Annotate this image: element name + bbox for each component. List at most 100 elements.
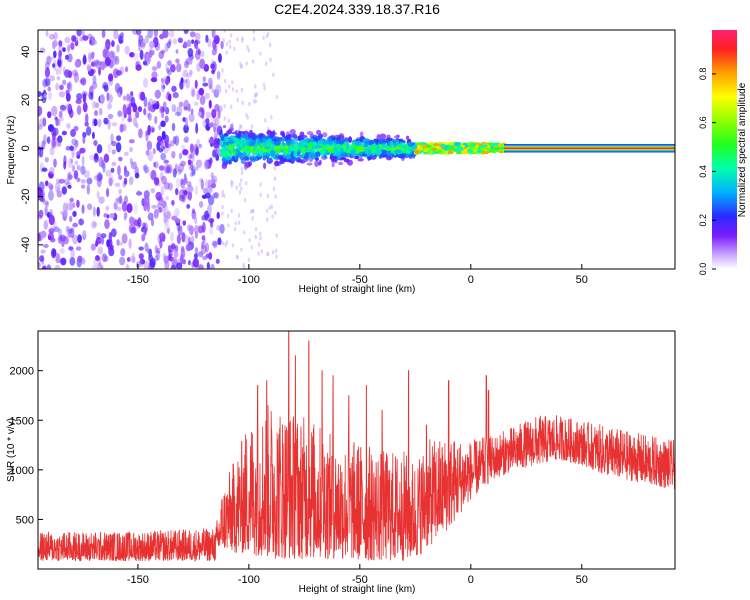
heatmap-cell bbox=[167, 182, 173, 191]
heatmap-cell bbox=[52, 40, 58, 48]
heatmap-cell bbox=[52, 63, 56, 68]
heatmap-cell bbox=[322, 132, 328, 138]
heatmap-cell bbox=[395, 139, 400, 146]
heatmap-cell bbox=[59, 84, 64, 91]
heatmap-cell bbox=[276, 147, 281, 155]
heatmap-cell bbox=[160, 175, 167, 185]
heatmap-cell bbox=[64, 54, 69, 60]
heatmap-cell bbox=[241, 134, 248, 139]
heatmap-cell bbox=[281, 132, 286, 138]
heatmap-cell bbox=[136, 189, 140, 197]
heatmap-cell bbox=[92, 39, 98, 45]
heatmap-cell bbox=[189, 172, 194, 177]
heatmap-cell bbox=[175, 245, 179, 252]
heatmap-cell bbox=[221, 153, 229, 157]
heatmap-cell bbox=[197, 251, 204, 258]
heatmap-cell bbox=[54, 116, 58, 121]
heatmap-cell bbox=[134, 172, 140, 179]
heatmap-cell bbox=[188, 113, 195, 123]
heatmap-cell bbox=[296, 149, 302, 155]
heatmap-cell bbox=[99, 93, 105, 105]
heatmap-cell bbox=[66, 202, 72, 211]
heatmap-cell bbox=[192, 257, 199, 268]
heatmap-cell bbox=[188, 186, 194, 193]
heatmap-cell bbox=[223, 193, 226, 198]
heatmap-cell bbox=[306, 162, 313, 166]
heatmap-cell bbox=[82, 92, 87, 103]
heatmap-cell bbox=[284, 159, 292, 163]
heatmap-cell bbox=[76, 150, 82, 156]
heatmap-cell bbox=[307, 141, 313, 148]
heatmap-cell bbox=[128, 238, 132, 250]
heatmap-cell bbox=[420, 141, 427, 146]
heatmap-cell bbox=[150, 169, 157, 181]
colorbar-ticks: 0.0 0.2 0.4 0.6 0.8 bbox=[698, 68, 716, 275]
heatmap-cell bbox=[205, 34, 209, 43]
heatmap-cell bbox=[275, 254, 278, 259]
heatmap-cell bbox=[242, 131, 249, 135]
heatmap-cell bbox=[428, 150, 434, 155]
heatmap-cell bbox=[455, 151, 463, 155]
heatmap-cell bbox=[183, 106, 188, 111]
heatmap-cell bbox=[43, 93, 47, 99]
heatmap-cell bbox=[38, 233, 42, 242]
heatmap-cell bbox=[110, 167, 115, 173]
heatmap-cell bbox=[189, 69, 193, 75]
heatmap-cell bbox=[97, 246, 104, 255]
heatmap-cell bbox=[101, 253, 108, 263]
heatmap-cell bbox=[160, 81, 165, 93]
heatmap-cell bbox=[38, 124, 43, 130]
heatmap-cell bbox=[259, 192, 262, 198]
heatmap-cell bbox=[224, 156, 232, 161]
heatmap-cell bbox=[369, 141, 375, 145]
heatmap-cell bbox=[175, 188, 179, 196]
heatmap-cell bbox=[145, 55, 151, 63]
heatmap-cell bbox=[145, 34, 149, 44]
heatmap-cell bbox=[163, 215, 168, 224]
heatmap-cell bbox=[164, 205, 169, 213]
heatmap-cell bbox=[81, 30, 85, 37]
heatmap-cell bbox=[147, 112, 152, 121]
heatmap-cell bbox=[390, 147, 397, 151]
heatmap-cell bbox=[320, 148, 326, 155]
heatmap-cell bbox=[116, 239, 120, 246]
heatmap-cell bbox=[314, 151, 321, 157]
colorbar-tick-label: 0.2 bbox=[698, 214, 708, 227]
heatmap-cell bbox=[167, 60, 172, 66]
heatmap-cell bbox=[154, 89, 161, 99]
heatmap-cell bbox=[315, 145, 323, 149]
heatmap-cell bbox=[102, 162, 106, 173]
heatmap-cell bbox=[127, 117, 133, 123]
heatmap-cell bbox=[191, 209, 197, 220]
heatmap-cell bbox=[149, 170, 153, 177]
heatmap-cell bbox=[231, 149, 238, 156]
heatmap-cell bbox=[74, 60, 81, 68]
heatmap-cell bbox=[204, 242, 210, 253]
heatmap-cell bbox=[272, 186, 276, 191]
heatmap-cell bbox=[97, 172, 103, 182]
heatmap-cell bbox=[88, 154, 95, 161]
heatmap-cell bbox=[195, 166, 199, 171]
heatmap-cell bbox=[251, 208, 255, 214]
heatmap-cell bbox=[139, 258, 146, 265]
heatmap-cell bbox=[121, 233, 128, 244]
heatmap-cell bbox=[160, 120, 166, 128]
heatmap-cell bbox=[70, 129, 77, 138]
heatmap-cell bbox=[218, 53, 222, 63]
heatmap-cell bbox=[186, 204, 191, 209]
heatmap-cell bbox=[73, 125, 79, 132]
heatmap-cell bbox=[177, 163, 185, 173]
heatmap-cell bbox=[156, 247, 161, 254]
heatmap-cell bbox=[304, 142, 308, 147]
heatmap-cell bbox=[216, 70, 221, 80]
heatmap-cell bbox=[240, 166, 244, 172]
heatmap-cell bbox=[77, 255, 83, 263]
heatmap-cell bbox=[151, 127, 155, 133]
heatmap-cell bbox=[215, 84, 222, 94]
colorbar-tick-label: 0.4 bbox=[698, 165, 708, 178]
heatmap-cell bbox=[38, 105, 43, 117]
heatmap-cell bbox=[235, 134, 240, 139]
heatmap-cell bbox=[269, 57, 272, 63]
spectrogram-x-ticks: -150 -100 -50 0 50 bbox=[127, 264, 588, 286]
heatmap-cell bbox=[251, 150, 257, 154]
